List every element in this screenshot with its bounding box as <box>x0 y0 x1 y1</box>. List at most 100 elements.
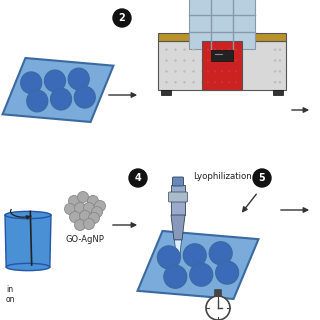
Circle shape <box>228 70 231 73</box>
FancyBboxPatch shape <box>171 185 185 215</box>
Circle shape <box>201 48 204 51</box>
Circle shape <box>235 81 237 84</box>
Circle shape <box>192 81 195 84</box>
Polygon shape <box>202 41 243 90</box>
Ellipse shape <box>51 88 72 110</box>
Circle shape <box>77 191 89 203</box>
Circle shape <box>219 59 222 62</box>
Circle shape <box>274 48 276 51</box>
Text: 4: 4 <box>135 173 141 183</box>
Circle shape <box>228 59 230 62</box>
Ellipse shape <box>157 246 180 269</box>
Circle shape <box>210 81 213 84</box>
FancyBboxPatch shape <box>273 90 283 94</box>
Text: 2: 2 <box>119 13 125 23</box>
Circle shape <box>84 203 94 213</box>
Circle shape <box>237 70 240 73</box>
Circle shape <box>89 212 100 223</box>
Circle shape <box>192 70 195 73</box>
Circle shape <box>214 81 216 84</box>
Ellipse shape <box>209 242 232 265</box>
Circle shape <box>206 296 230 320</box>
Ellipse shape <box>216 261 239 284</box>
Circle shape <box>228 81 230 84</box>
Circle shape <box>274 70 276 73</box>
Circle shape <box>113 9 131 27</box>
Circle shape <box>274 81 276 84</box>
Circle shape <box>235 59 237 62</box>
Circle shape <box>183 81 186 84</box>
Ellipse shape <box>74 86 95 108</box>
Circle shape <box>237 48 240 51</box>
Circle shape <box>253 169 271 187</box>
Text: 5: 5 <box>259 173 265 183</box>
Text: GO-AgNP: GO-AgNP <box>66 235 104 244</box>
Text: in: in <box>6 285 13 294</box>
Circle shape <box>201 81 204 84</box>
Ellipse shape <box>183 244 206 267</box>
Circle shape <box>228 48 231 51</box>
Ellipse shape <box>44 70 66 92</box>
Ellipse shape <box>6 263 50 271</box>
Circle shape <box>165 81 168 84</box>
Circle shape <box>210 48 213 51</box>
FancyBboxPatch shape <box>161 90 171 94</box>
Circle shape <box>207 81 209 84</box>
Polygon shape <box>5 215 51 267</box>
Circle shape <box>237 81 240 84</box>
Circle shape <box>219 48 222 51</box>
Ellipse shape <box>21 72 42 94</box>
FancyBboxPatch shape <box>214 290 221 297</box>
Circle shape <box>279 70 281 73</box>
Circle shape <box>221 48 223 51</box>
Ellipse shape <box>27 90 48 112</box>
Circle shape <box>207 70 209 73</box>
Circle shape <box>92 206 102 218</box>
Circle shape <box>235 70 237 73</box>
Text: on: on <box>6 295 15 304</box>
Circle shape <box>183 59 186 62</box>
Circle shape <box>165 48 168 51</box>
Circle shape <box>221 70 223 73</box>
Circle shape <box>201 70 204 73</box>
Circle shape <box>221 59 223 62</box>
Circle shape <box>219 70 222 73</box>
Circle shape <box>79 211 91 221</box>
Circle shape <box>84 219 94 229</box>
Circle shape <box>174 70 177 73</box>
Circle shape <box>165 59 168 62</box>
Circle shape <box>75 203 85 213</box>
Ellipse shape <box>190 263 213 286</box>
Circle shape <box>192 59 195 62</box>
Circle shape <box>228 59 231 62</box>
Circle shape <box>165 70 168 73</box>
Circle shape <box>237 59 240 62</box>
Circle shape <box>192 48 195 51</box>
Polygon shape <box>158 33 286 41</box>
Circle shape <box>214 48 216 51</box>
Circle shape <box>219 81 222 84</box>
Circle shape <box>183 48 186 51</box>
Circle shape <box>129 169 147 187</box>
Polygon shape <box>3 58 114 122</box>
Circle shape <box>221 81 223 84</box>
Polygon shape <box>158 41 286 90</box>
Ellipse shape <box>164 265 187 288</box>
Circle shape <box>174 59 177 62</box>
Polygon shape <box>174 240 181 260</box>
Text: Lyophilization: Lyophilization <box>193 172 252 181</box>
Circle shape <box>279 59 281 62</box>
Polygon shape <box>171 215 185 240</box>
Circle shape <box>201 59 204 62</box>
Circle shape <box>174 81 177 84</box>
Circle shape <box>207 59 209 62</box>
Circle shape <box>214 70 216 73</box>
Circle shape <box>94 201 106 212</box>
Ellipse shape <box>5 212 51 219</box>
Circle shape <box>207 48 209 51</box>
FancyBboxPatch shape <box>172 177 183 186</box>
Circle shape <box>235 48 237 51</box>
Polygon shape <box>189 0 255 49</box>
Circle shape <box>183 70 186 73</box>
FancyBboxPatch shape <box>169 192 188 202</box>
